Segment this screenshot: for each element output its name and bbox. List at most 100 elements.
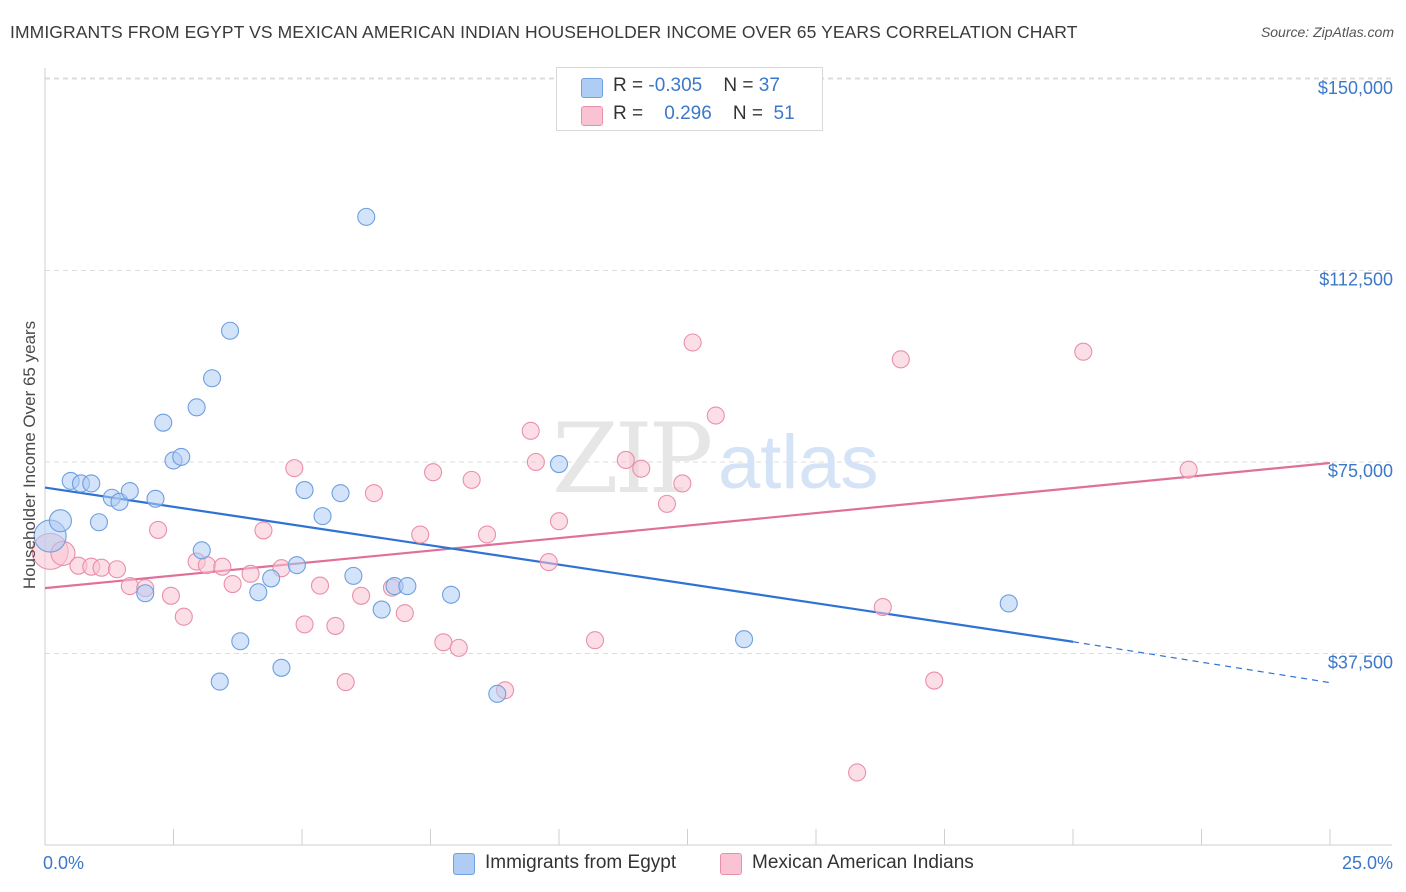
- point-immigrants-from-egypt: [262, 569, 281, 588]
- point-mexican-american-indians: [352, 586, 371, 605]
- y-tick-label: $150,000: [1318, 78, 1393, 98]
- point-mexican-american-indians: [254, 521, 273, 540]
- r-label: R =: [613, 103, 649, 124]
- point-mexican-american-indians: [616, 450, 635, 470]
- point-mexican-american-indians: [706, 406, 725, 425]
- r-label: R =: [613, 75, 649, 96]
- n-value-egypt: 37: [758, 75, 780, 96]
- tick-labels: $37,500 $75,000 $112,500 $150,000 0.0% 25.0%: [43, 78, 1393, 873]
- point-mexican-american-indians: [174, 607, 193, 626]
- point-immigrants-from-egypt: [210, 672, 229, 691]
- point-immigrants-from-egypt: [120, 482, 139, 501]
- point-immigrants-from-egypt: [82, 474, 101, 493]
- n-label: N =: [732, 103, 769, 124]
- stats-legend: R = -0.305 N = 37 R = 0.296 N = 51: [556, 67, 823, 131]
- point-mexican-american-indians: [1074, 342, 1093, 361]
- point-immigrants-from-egypt: [154, 413, 173, 432]
- watermark-atlas: atlas: [718, 420, 879, 505]
- point-immigrants-from-egypt: [331, 484, 350, 503]
- point-mexican-american-indians: [539, 553, 558, 572]
- point-immigrants-from-egypt: [272, 658, 291, 677]
- point-mexican-american-indians: [585, 631, 605, 650]
- point-immigrants-from-egypt: [488, 684, 507, 703]
- point-mexican-american-indians: [364, 484, 384, 503]
- point-immigrants-from-egypt: [192, 541, 211, 560]
- point-immigrants-from-egypt: [295, 481, 314, 500]
- legend-swatch-pink: [720, 853, 742, 875]
- legend-swatch-blue: [453, 853, 475, 875]
- point-immigrants-from-egypt: [344, 566, 363, 585]
- point-mexican-american-indians: [223, 574, 242, 594]
- point-mexican-american-indians: [434, 633, 453, 652]
- point-mexican-american-indians: [149, 520, 168, 539]
- point-mexican-american-indians: [161, 586, 180, 605]
- points-immigrants-from-egypt: [33, 207, 1018, 703]
- trend-lines: [44, 461, 1331, 684]
- point-immigrants-from-egypt: [146, 489, 165, 508]
- point-mexican-american-indians: [120, 577, 139, 596]
- point-immigrants-from-egypt: [372, 600, 391, 619]
- point-mexican-american-indians: [632, 459, 651, 478]
- point-mexican-american-indians: [526, 452, 545, 472]
- trend-line-egypt-extension: [1072, 641, 1331, 684]
- x-tick-label: 25.0%: [1342, 853, 1393, 873]
- watermark: ZIP atlas: [552, 403, 879, 515]
- y-axis-label: Householder Income Over 65 years: [20, 321, 39, 589]
- n-value-mexican: 51: [773, 103, 795, 124]
- legend-swatch-pink: [581, 106, 603, 126]
- point-immigrants-from-egypt: [442, 585, 461, 604]
- r-value-mexican: 0.296: [664, 103, 712, 124]
- point-immigrants-from-egypt: [48, 509, 72, 533]
- y-tick-label: $75,000: [1328, 461, 1393, 481]
- n-label: N =: [723, 75, 759, 96]
- point-mexican-american-indians: [848, 763, 867, 782]
- point-immigrants-from-egypt: [249, 583, 268, 602]
- point-mexican-american-indians: [92, 558, 111, 577]
- trend-line-egypt: [44, 486, 1074, 643]
- legend-label-mexican: Mexican American Indians: [752, 852, 974, 873]
- point-mexican-american-indians: [424, 463, 443, 482]
- chart-title: IMMIGRANTS FROM EGYPT VS MEXICAN AMERICA…: [10, 22, 1078, 42]
- point-immigrants-from-egypt: [203, 369, 222, 388]
- point-mexican-american-indians: [521, 421, 540, 440]
- point-mexican-american-indians: [477, 525, 497, 544]
- point-immigrants-from-egypt: [187, 398, 206, 417]
- point-immigrants-from-egypt: [172, 447, 191, 466]
- point-mexican-american-indians: [891, 350, 910, 369]
- trend-line-mexican: [44, 461, 1331, 590]
- point-immigrants-from-egypt: [220, 321, 240, 340]
- point-mexican-american-indians: [411, 525, 430, 544]
- point-mexican-american-indians: [549, 512, 569, 531]
- y-tick-label: $37,500: [1328, 653, 1393, 673]
- legend-label-egypt: Immigrants from Egypt: [485, 852, 677, 873]
- y-tick-label: $112,500: [1319, 270, 1393, 290]
- r-value-egypt: -0.305: [648, 75, 703, 96]
- point-mexican-american-indians: [310, 576, 330, 595]
- legend-swatch-blue: [581, 78, 603, 98]
- point-mexican-american-indians: [213, 557, 232, 576]
- x-tick-label: 0.0%: [43, 853, 84, 873]
- point-mexican-american-indians: [873, 597, 892, 617]
- point-mexican-american-indians: [241, 564, 260, 583]
- point-mexican-american-indians: [285, 459, 304, 478]
- point-mexican-american-indians: [462, 470, 481, 489]
- point-mexican-american-indians: [673, 474, 692, 493]
- point-mexican-american-indians: [925, 671, 944, 690]
- point-immigrants-from-egypt: [89, 513, 109, 532]
- source-label: Source: ZipAtlas.com: [1260, 24, 1394, 40]
- point-mexican-american-indians: [683, 333, 702, 352]
- point-immigrants-from-egypt: [398, 577, 417, 596]
- point-mexican-american-indians: [336, 673, 355, 692]
- point-mexican-american-indians: [326, 616, 345, 635]
- point-immigrants-from-egypt: [734, 630, 754, 649]
- point-mexican-american-indians: [657, 494, 676, 513]
- axes: [44, 68, 1392, 846]
- point-mexican-american-indians: [1179, 460, 1198, 479]
- point-mexican-american-indians: [107, 560, 127, 579]
- point-immigrants-from-egypt: [313, 507, 332, 526]
- point-immigrants-from-egypt: [287, 556, 306, 575]
- point-immigrants-from-egypt: [231, 632, 250, 651]
- point-immigrants-from-egypt: [136, 584, 155, 603]
- point-mexican-american-indians: [449, 638, 468, 657]
